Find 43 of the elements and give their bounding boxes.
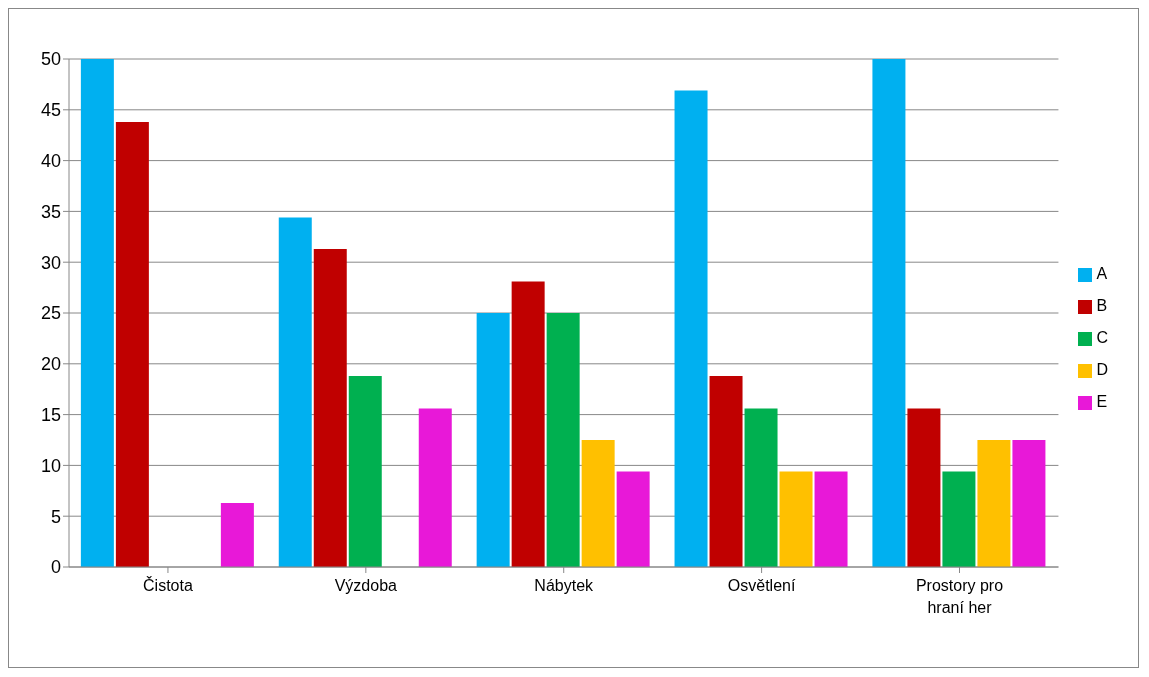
bar xyxy=(220,502,254,567)
bar xyxy=(581,440,615,567)
y-tick-label: 30 xyxy=(40,252,61,273)
bar xyxy=(942,471,976,567)
y-tick-label: 40 xyxy=(40,150,61,171)
y-tick-label: 45 xyxy=(40,100,61,121)
legend-label: E xyxy=(1096,393,1108,410)
bar xyxy=(709,375,743,567)
x-tick-label: Nábytek xyxy=(534,577,595,594)
x-tick-label: Výzdoba xyxy=(334,577,398,594)
y-tick-label: 0 xyxy=(50,557,61,578)
bar xyxy=(744,408,778,567)
bar xyxy=(872,59,906,567)
y-tick-label: 25 xyxy=(40,303,61,324)
bar xyxy=(674,90,708,567)
legend-label: C xyxy=(1096,329,1108,346)
bar xyxy=(511,281,545,567)
bar xyxy=(476,313,510,567)
bar xyxy=(977,440,1011,567)
bar xyxy=(814,471,848,567)
bar xyxy=(313,248,347,567)
y-tick-label: 15 xyxy=(40,404,61,425)
bar xyxy=(348,375,382,567)
y-tick-label: 10 xyxy=(40,455,61,476)
y-tick-label: 5 xyxy=(50,506,61,527)
y-tick-label: 50 xyxy=(40,49,61,70)
bar xyxy=(907,408,941,567)
bar xyxy=(278,217,312,567)
bar xyxy=(418,408,452,567)
bar xyxy=(616,471,650,567)
bar xyxy=(546,313,580,567)
legend-label: A xyxy=(1096,265,1108,282)
bar xyxy=(779,471,813,567)
bar xyxy=(80,59,114,567)
y-tick-label: 35 xyxy=(40,201,61,222)
legend-label: B xyxy=(1096,297,1108,314)
x-tick-label: Čistota xyxy=(143,576,193,594)
x-tick-label: Osvětlení xyxy=(727,577,796,594)
x-tick-label: Prostory pro hraní her xyxy=(915,577,1004,616)
legend-label: D xyxy=(1096,361,1108,378)
bar xyxy=(115,121,149,567)
y-tick-label: 20 xyxy=(40,354,61,375)
bar xyxy=(1012,440,1046,567)
